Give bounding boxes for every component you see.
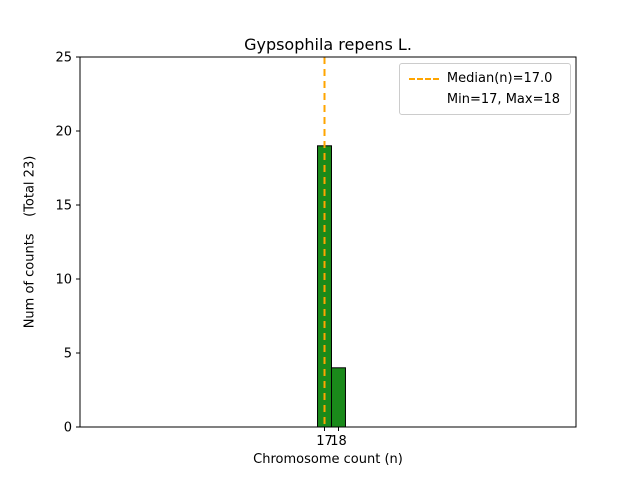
x-axis-label: Chromosome count (n): [253, 452, 403, 467]
plot-border: [79, 56, 577, 428]
y-tick-label: 0: [64, 421, 72, 436]
y-tick-label: 10: [55, 273, 72, 288]
y-tick-label: 25: [55, 51, 72, 66]
chart-title: Gypsophila repens L.: [244, 35, 412, 54]
legend: Median(n)=17.0 Min=17, Max=18: [398, 63, 571, 115]
y-tick-label: 15: [55, 199, 72, 214]
y-axis-label: Num of counts (Total 23): [22, 155, 38, 329]
y-tick-label: 20: [55, 125, 72, 140]
legend-label-median: Median(n)=17.0: [446, 71, 553, 86]
legend-entry-median: Median(n)=17.0: [408, 71, 560, 86]
histogram-bar: [330, 367, 346, 428]
y-tick-label: 5: [64, 347, 72, 362]
median-line-legend-sample: [408, 77, 439, 80]
legend-entry-minmax: Min=17, Max=18: [409, 92, 560, 107]
dashed-line-icon: [408, 77, 439, 80]
x-tick-label: 17: [316, 434, 333, 449]
x-tick-label: 18: [330, 434, 347, 449]
legend-label-minmax: Min=17, Max=18: [446, 92, 560, 107]
